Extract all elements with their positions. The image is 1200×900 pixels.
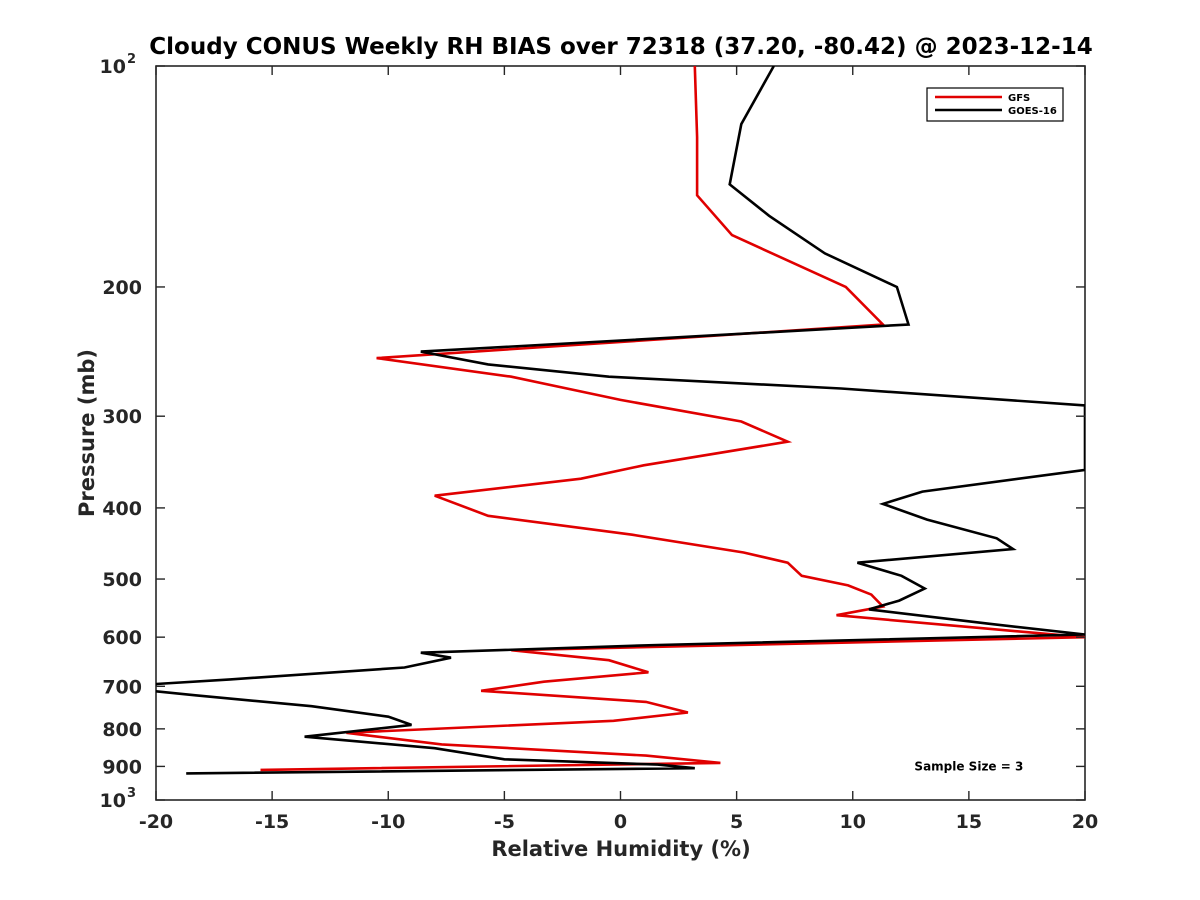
chart-title: Cloudy CONUS Weekly RH BIAS over 72318 (…	[149, 34, 1092, 60]
y-tick-label: 10	[100, 56, 126, 78]
y-tick-label: 10	[100, 790, 126, 812]
legend-label-goes16: GOES-16	[1008, 106, 1057, 117]
y-tick-label: 900	[102, 756, 142, 778]
x-tick-label: 0	[614, 811, 627, 833]
x-tick-label: 20	[1072, 811, 1098, 833]
y-tick-label: 400	[102, 498, 142, 520]
legend-box	[926, 87, 1064, 122]
x-tick-label: -5	[494, 811, 515, 833]
series-line-goes16	[156, 66, 1085, 775]
y-axis-label: Pressure (mb)	[75, 349, 99, 517]
x-axis-label: Relative Humidity (%)	[491, 837, 750, 861]
y-tick-label-exponent: 2	[127, 52, 136, 67]
x-axis-ticks: -20 -15 -10 -5 0 5 10 15 20	[139, 66, 1098, 833]
y-tick-label: 500	[102, 569, 142, 591]
y-tick-label: 600	[102, 627, 142, 649]
series-layer	[156, 66, 1085, 775]
x-tick-label: 5	[730, 811, 743, 833]
x-tick-label: 10	[840, 811, 866, 833]
legend-label-gfs: GFS	[1008, 93, 1030, 104]
y-tick-label: 200	[102, 277, 142, 299]
y-tick-label: 800	[102, 719, 142, 741]
series-line-gfs	[260, 66, 1085, 772]
axes-box	[155, 65, 1086, 801]
x-tick-label: -15	[255, 811, 289, 833]
x-tick-label: -10	[371, 811, 405, 833]
y-tick-label: 300	[102, 406, 142, 428]
plot-area: -20 -15 -10 -5 0 5 10 15 20 10 220030040050060070…	[100, 52, 1099, 833]
sample-size-annotation: Sample Size = 3	[914, 759, 1023, 773]
x-tick-label: 15	[956, 811, 982, 833]
y-tick-label-exponent: 3	[127, 786, 136, 801]
y-tick-label: 700	[102, 676, 142, 698]
legend: GFS GOES-16	[926, 87, 1064, 122]
x-tick-label: -20	[139, 811, 173, 833]
